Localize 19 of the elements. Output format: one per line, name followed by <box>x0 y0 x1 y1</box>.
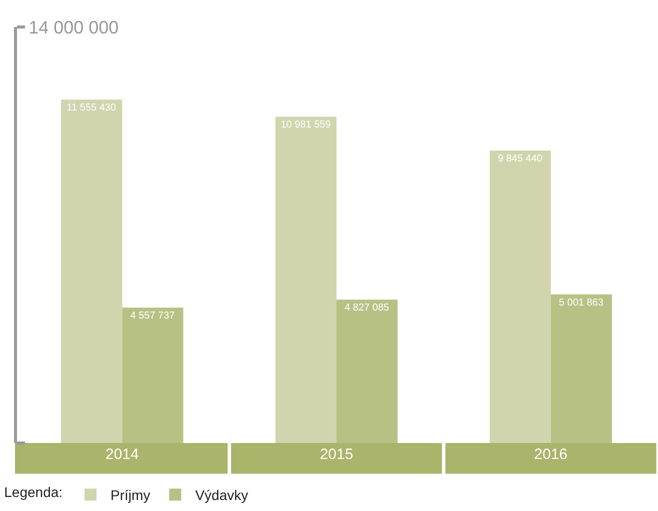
data-label: 4 557 737 <box>130 310 176 322</box>
bar <box>336 300 398 443</box>
x-tick-label: 2015 <box>320 446 354 463</box>
data-label: 10 981 559 <box>280 120 332 131</box>
bar <box>61 100 122 443</box>
data-label: 11 555 430 <box>66 102 116 114</box>
data-label: 9 845 440 <box>498 153 543 164</box>
legend-label: Výdavky <box>195 487 248 504</box>
bar <box>550 294 612 443</box>
x-tick-label: 2016 <box>534 446 568 463</box>
bar <box>490 150 551 443</box>
legend-label: Príjmy <box>110 487 150 504</box>
bar <box>275 116 336 443</box>
bar <box>122 308 184 443</box>
legend-title: Legenda: <box>4 484 63 500</box>
y-tick-label: 14 000 000 <box>28 17 119 38</box>
data-label: 4 827 085 <box>344 302 390 314</box>
x-tick-label: 2014 <box>105 446 139 463</box>
data-label: 5 001 863 <box>558 297 604 308</box>
